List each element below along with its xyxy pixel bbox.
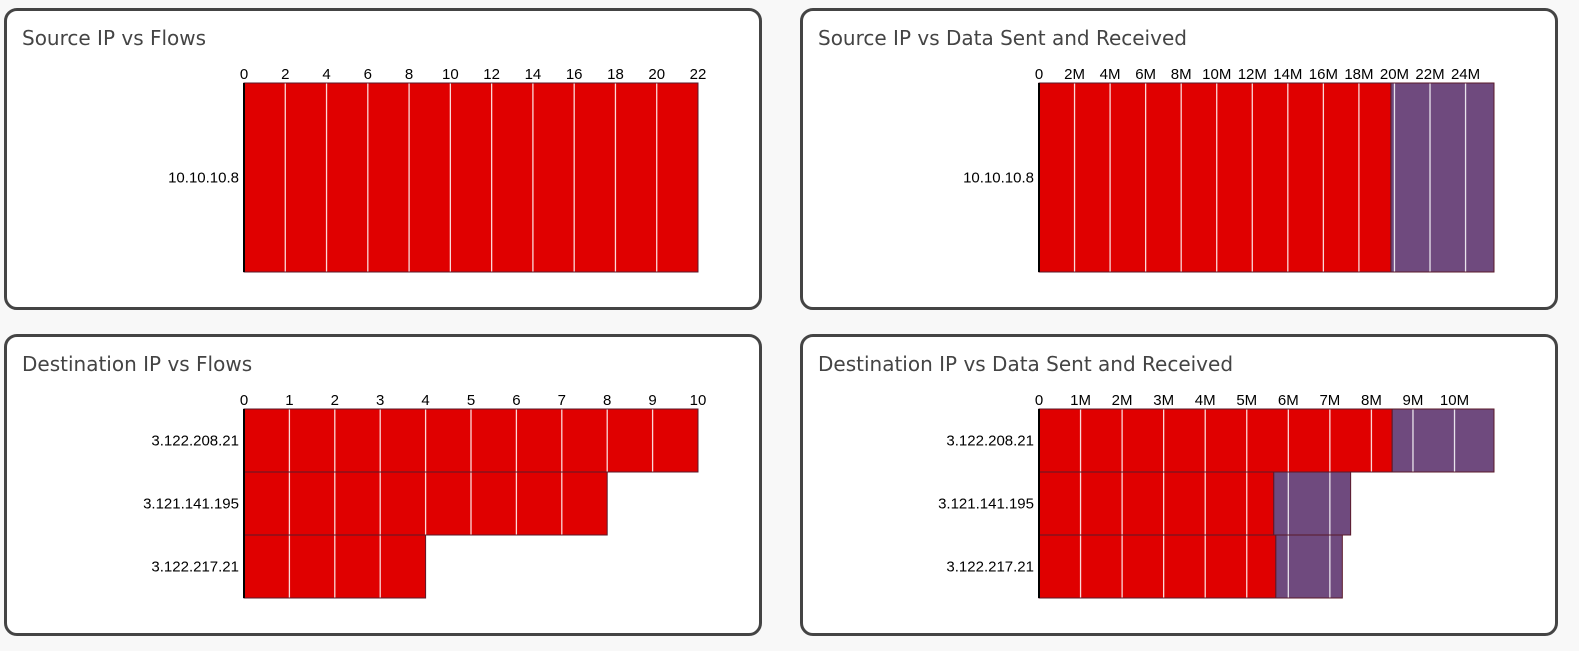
x-tick-label: 0 (1035, 66, 1043, 83)
category-label: 3.122.217.21 (946, 559, 1034, 576)
x-tick-label: 0 (1035, 392, 1043, 409)
bar-chart-source-ip-flows: 10.10.10.8 0 2 4 6 8 10 12 14 16 18 20 22 (168, 66, 707, 273)
bar-segment[interactable] (1038, 408, 1393, 473)
x-tick-label: 8M (1171, 66, 1192, 83)
x-tick-label: 10 (690, 392, 707, 409)
panel-source-ip-data: Source IP vs Data Sent and Received 10.1… (800, 8, 1558, 310)
bar-segment[interactable] (1038, 534, 1277, 599)
category-label: 10.10.10.8 (168, 170, 239, 187)
x-tick-label: 6 (364, 66, 372, 83)
x-tick-label: 0 (240, 66, 248, 83)
x-tick-label: 6M (1135, 66, 1156, 83)
x-tick-label: 5 (467, 392, 475, 409)
x-tick-label: 1M (1070, 392, 1091, 409)
x-tick-label: 16 (566, 66, 583, 83)
category-label: 3.122.217.21 (151, 559, 239, 576)
x-tick-label: 6M (1278, 392, 1299, 409)
category-label: 3.121.141.195 (143, 496, 239, 513)
x-tick-label: 2 (331, 392, 339, 409)
x-tick-label: 2M (1112, 392, 1133, 409)
x-tick-label: 10 (442, 66, 459, 83)
x-tick-label: 22 (690, 66, 707, 83)
panel-destination-ip-flows: Destination IP vs Flows 3.122.208.21 3.12… (4, 334, 762, 636)
x-tick-label: 4M (1100, 66, 1121, 83)
bar-segment[interactable] (243, 82, 699, 273)
x-tick-label: 12 (483, 66, 500, 83)
chart-title: Destination IP vs Data Sent and Received (818, 352, 1234, 376)
x-tick-label: 3 (376, 392, 384, 409)
x-tick-label: 20 (648, 66, 665, 83)
x-tick-label: 18M (1344, 66, 1373, 83)
x-tick-label: 24M (1451, 66, 1480, 83)
x-tick-label: 3M (1153, 392, 1174, 409)
x-tick-label: 0 (240, 392, 248, 409)
x-tick-label: 5M (1236, 392, 1257, 409)
panel-source-ip-flows: Source IP vs Flows 10.10.10.8 0 2 4 6 8 10 12 14… (4, 8, 762, 310)
x-tick-label: 12M (1238, 66, 1267, 83)
x-tick-label: 2M (1064, 66, 1085, 83)
x-tick-label: 14 (525, 66, 542, 83)
x-tick-label: 9 (648, 392, 656, 409)
x-tick-label: 16M (1309, 66, 1338, 83)
x-tick-label: 1 (285, 392, 293, 409)
x-tick-label: 8 (405, 66, 413, 83)
x-tick-label: 4 (322, 66, 330, 83)
x-tick-label: 8M (1361, 392, 1382, 409)
x-tick-label: 2 (281, 66, 289, 83)
panel-destination-ip-data: Destination IP vs Data Sent and Received… (800, 334, 1558, 636)
bar-segment[interactable] (1275, 534, 1343, 599)
x-tick-label: 7 (558, 392, 566, 409)
bar-chart-destination-ip-flows: 3.122.208.21 3.121.141.195 3.122.217.21 0 1 2… (143, 392, 707, 599)
category-label: 3.122.208.21 (946, 433, 1034, 450)
x-tick-label: 6 (512, 392, 520, 409)
category-label: 3.122.208.21 (151, 433, 239, 450)
bar-segment[interactable] (1391, 408, 1495, 473)
bar-chart-source-ip-data: 10.10.10.8 0 2M 4M 6M 8M 10M 12M 14M 16M 18M 20M 22M… (963, 66, 1495, 273)
x-tick-label: 4 (421, 392, 429, 409)
x-tick-label: 18 (607, 66, 624, 83)
x-tick-label: 4M (1195, 392, 1216, 409)
bar-chart-destination-ip-data: 3.122.208.21 3.121.141.195 3.122.217.21 0 1M… (938, 392, 1495, 599)
category-label: 10.10.10.8 (963, 170, 1034, 187)
x-tick-label: 20M (1380, 66, 1409, 83)
x-tick-label: 8 (603, 392, 611, 409)
category-label: 3.121.141.195 (938, 496, 1034, 513)
x-tick-label: 7M (1319, 392, 1340, 409)
bar-segment[interactable] (1038, 471, 1275, 536)
bar-segment[interactable] (1390, 82, 1495, 273)
chart-title: Source IP vs Data Sent and Received (818, 26, 1187, 50)
bar-segment[interactable] (1273, 471, 1352, 536)
x-tick-label: 10M (1202, 66, 1231, 83)
x-tick-label: 22M (1415, 66, 1444, 83)
chart-title: Source IP vs Flows (22, 26, 207, 50)
x-tick-label: 9M (1403, 392, 1424, 409)
chart-title: Destination IP vs Flows (22, 352, 253, 376)
x-tick-label: 14M (1273, 66, 1302, 83)
bar-segment[interactable] (1038, 82, 1392, 273)
x-tick-label: 10M (1440, 392, 1469, 409)
